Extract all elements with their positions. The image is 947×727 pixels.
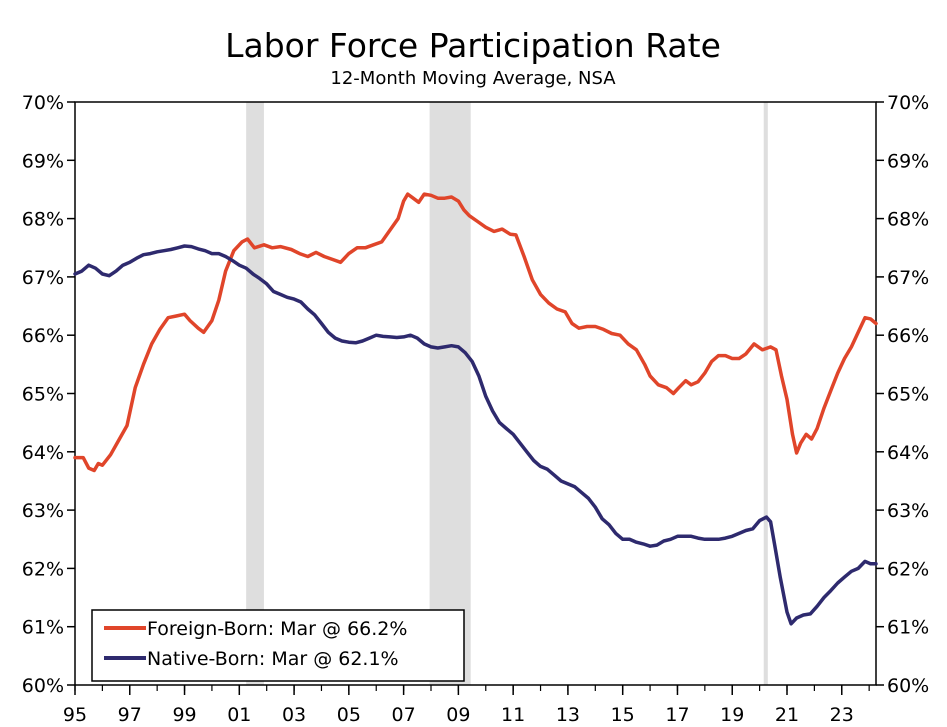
series-lines	[73, 192, 878, 626]
x-tick-label: 23	[830, 704, 854, 726]
x-tick-label: 07	[392, 704, 416, 726]
series-line-1	[73, 244, 878, 626]
x-tick-label: 19	[720, 704, 744, 726]
x-tick-label: 03	[282, 704, 306, 726]
chart-subtitle: 12-Month Moving Average, NSA	[330, 68, 616, 89]
y-tick-label-left: 60%	[22, 675, 64, 697]
y-tick-label-right: 62%	[887, 558, 929, 580]
x-tick-label: 11	[501, 704, 525, 726]
x-tick-label: 95	[63, 704, 87, 726]
y-tick-label-left: 70%	[22, 92, 64, 114]
legend: Foreign-Born: Mar @ 66.2% Native-Born: M…	[91, 609, 465, 682]
y-tick-label-left: 62%	[22, 558, 64, 580]
y-tick-label-left: 64%	[22, 442, 64, 464]
x-tick-label: 97	[118, 704, 142, 726]
y-tick-label-right: 64%	[887, 442, 929, 464]
y-tick-label-right: 67%	[887, 267, 929, 289]
x-tick-label: 13	[556, 704, 580, 726]
legend-entry-foreign-born: Foreign-Born: Mar @ 66.2%	[147, 618, 407, 640]
axes: 60% 60% 61% 61% 62% 62% 63% 63% 64% 64% 65% 65% 66% 6…	[22, 92, 929, 726]
y-tick-label-left: 63%	[22, 500, 64, 522]
x-tick-label: 15	[611, 704, 635, 726]
y-tick-label-right: 69%	[887, 150, 929, 172]
y-tick-label-left: 65%	[22, 384, 64, 406]
x-tick-label: 05	[337, 704, 361, 726]
y-tick-label-left: 67%	[22, 267, 64, 289]
y-tick-label-right: 60%	[887, 675, 929, 697]
y-tick-label-right: 65%	[887, 384, 929, 406]
series-line-0	[73, 192, 878, 473]
x-tick-label: 21	[775, 704, 799, 726]
y-tick-label-left: 66%	[22, 325, 64, 347]
x-tick-label: 99	[172, 704, 196, 726]
recession-bands	[246, 102, 768, 685]
recession-band-2	[763, 102, 768, 685]
chart-title: Labor Force Participation Rate	[225, 26, 721, 65]
y-tick-label-right: 66%	[887, 325, 929, 347]
y-tick-label-right: 70%	[887, 92, 929, 114]
y-tick-label-right: 68%	[887, 209, 929, 231]
x-tick-label: 09	[446, 704, 470, 726]
y-tick-label-right: 63%	[887, 500, 929, 522]
legend-entry-native-born: Native-Born: Mar @ 62.1%	[147, 648, 399, 670]
legend-box	[91, 609, 465, 682]
y-tick-label-right: 61%	[887, 617, 929, 639]
y-tick-label-left: 61%	[22, 617, 64, 639]
y-tick-label-left: 68%	[22, 209, 64, 231]
plot-frame	[74, 101, 877, 686]
recession-band-0	[246, 102, 264, 685]
recession-band-1	[429, 102, 471, 685]
y-tick-label-left: 69%	[22, 150, 64, 172]
x-tick-label: 01	[227, 704, 251, 726]
x-tick-label: 17	[665, 704, 689, 726]
